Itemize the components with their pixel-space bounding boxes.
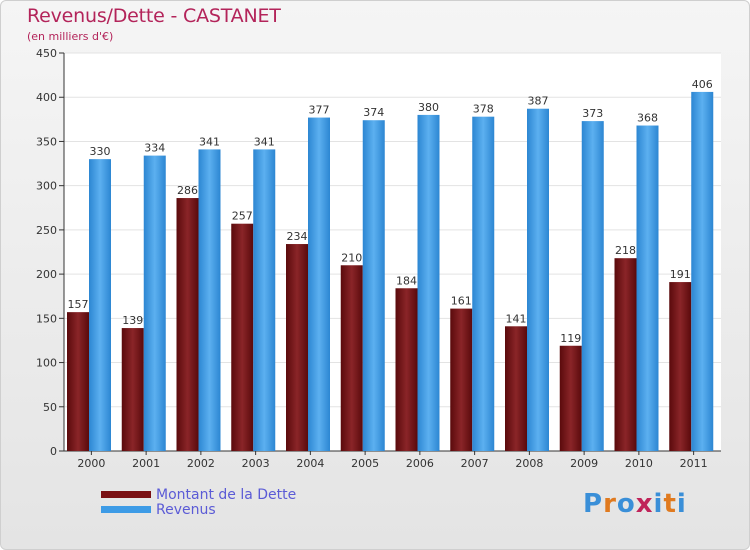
logo-letter: P [583,489,604,519]
bar-dette [67,312,89,451]
bar-dette [669,282,692,451]
chart-title: Revenus/Dette - CASTANET [27,5,281,27]
data-label: 368 [637,112,658,125]
data-label: 141 [506,312,527,325]
x-tick-label: 2009 [570,457,598,470]
y-tick-label: 300 [36,180,57,193]
data-label: 161 [451,295,472,308]
x-tick-label: 2004 [296,457,324,470]
data-label: 341 [254,135,275,148]
bar-revenus [636,125,659,451]
data-label: 380 [418,101,439,114]
bar-dette [450,308,473,451]
logo-letter: r [603,489,617,519]
data-label: 184 [396,274,417,287]
x-tick-label: 2000 [77,457,105,470]
data-label: 234 [287,230,308,243]
data-label: 191 [670,268,691,281]
data-label: 210 [341,251,362,264]
bar-revenus [417,114,440,452]
data-label: 377 [309,104,330,117]
x-tick-label: 2005 [351,457,379,470]
bar-revenus [581,121,604,451]
bar-dette [340,265,363,451]
data-label: 257 [232,210,253,223]
bar-revenus [198,149,221,451]
logo-letter: t [663,489,677,519]
data-label: 119 [560,332,581,345]
chart-subtitle: (en milliers d'€) [27,30,114,43]
bar-revenus [691,91,714,451]
x-tick-label: 2007 [461,457,489,470]
bar-dette [176,198,199,451]
plot-area [64,53,721,451]
x-tick-label: 2010 [625,457,653,470]
bar-revenus [253,149,276,451]
data-label: 330 [90,145,111,158]
x-tick-label: 2002 [187,457,215,470]
legend-item-revenus: Revenus [101,501,296,518]
bar-revenus [362,120,385,452]
x-tick-label: 2008 [515,457,543,470]
y-tick-label: 450 [36,47,57,60]
bar-dette [395,288,418,451]
legend-item-dette: Montant de la Dette [101,486,297,503]
data-label: 387 [528,95,549,108]
bar-dette [231,223,254,451]
y-tick-label: 400 [36,91,57,104]
bar-dette [286,244,308,451]
bar-revenus [143,155,166,451]
legend: Montant de la Dette Revenus [101,486,297,518]
x-tick-label: 2003 [242,457,270,470]
logo-letter: i [676,489,687,519]
legend-label-dette: Montant de la Dette [156,486,297,503]
data-label: 374 [363,106,384,119]
proxiti-logo: Proxiti [583,489,687,519]
legend-swatch-revenus [101,506,151,513]
x-tick-label: 2011 [680,457,708,470]
x-tick-label: 2006 [406,457,434,470]
data-label: 378 [473,103,494,116]
bar-revenus [308,117,330,451]
legend-label-revenus: Revenus [156,501,216,518]
y-tick-label: 200 [36,268,57,281]
logo-letter: o [616,489,636,519]
y-tick-label: 250 [36,224,57,237]
y-tick-label: 100 [36,357,57,370]
bar-dette [505,326,527,451]
x-tick-label: 2001 [132,457,160,470]
logo-letter: x [635,489,654,519]
logo-letter: i [653,489,664,519]
data-label: 373 [582,107,603,120]
y-tick-label: 50 [43,401,57,414]
y-tick-label: 150 [36,312,57,325]
data-label: 157 [68,298,89,311]
data-label: 286 [177,184,198,197]
bar-revenus [472,116,495,452]
legend-swatch-dette [101,491,151,498]
y-tick-label: 0 [50,445,57,458]
data-label: 341 [199,135,220,148]
data-label: 334 [144,142,165,155]
y-tick-label: 350 [36,135,57,148]
data-label: 139 [122,314,143,327]
data-label: 218 [615,244,636,257]
bar-dette [559,345,582,451]
bar-dette [121,328,144,451]
bar-revenus [527,108,549,451]
data-label: 406 [692,78,713,91]
bar-revenus [89,159,111,451]
bar-dette [614,258,637,451]
